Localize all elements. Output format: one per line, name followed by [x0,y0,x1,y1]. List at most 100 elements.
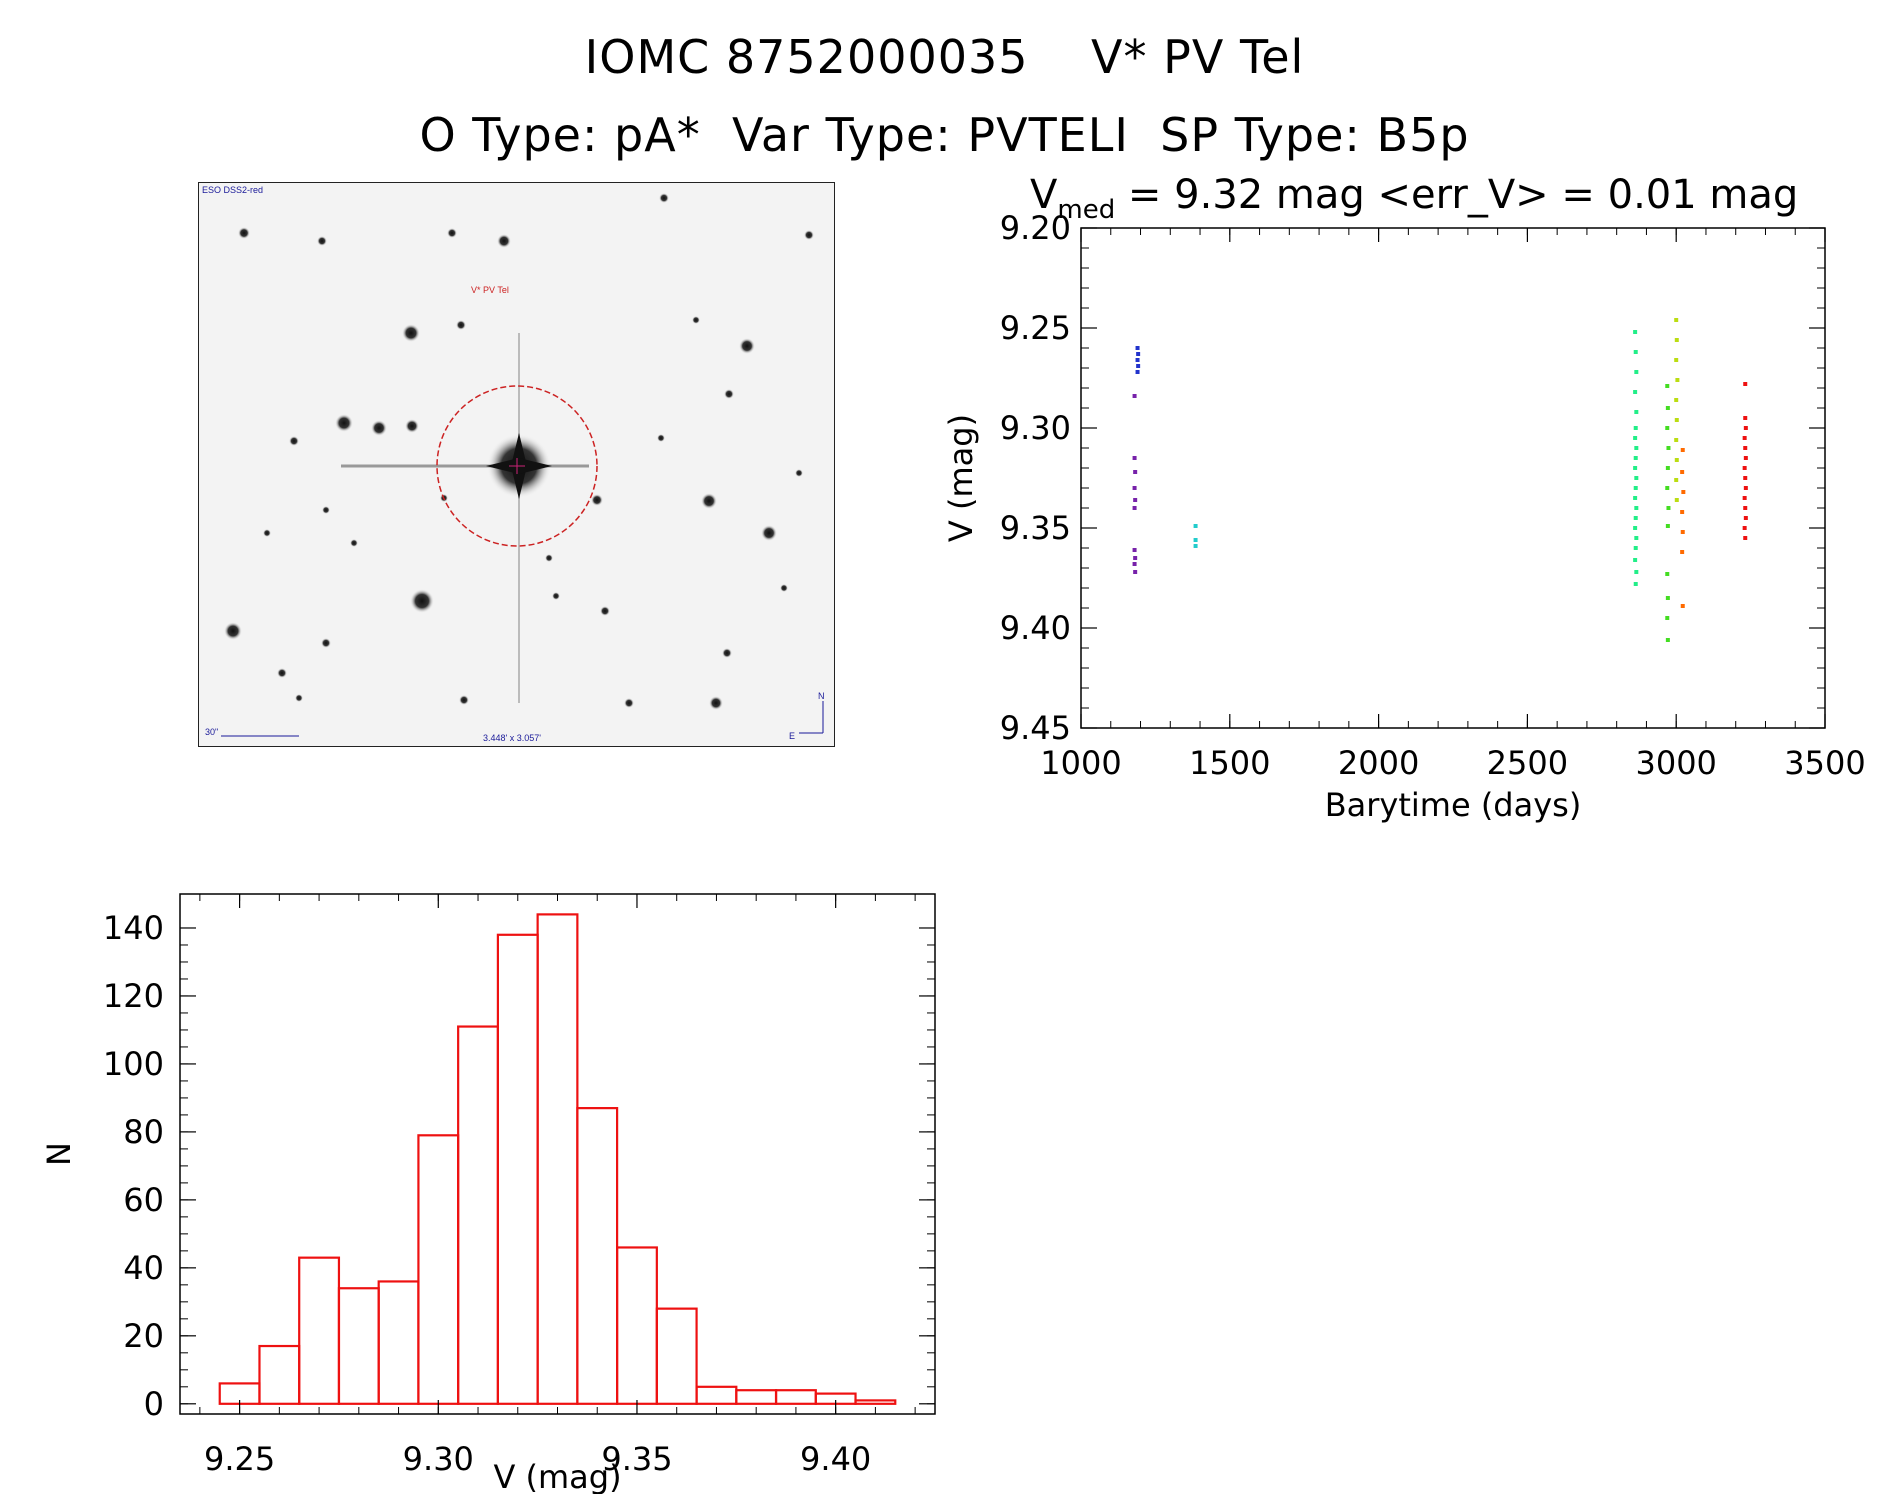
histogram-bar [337,1287,380,1405]
field-star [224,622,242,640]
data-point [1633,330,1638,334]
field-star [692,316,700,324]
x-tick-label: 1500 [1189,744,1270,782]
field-star [410,589,434,613]
histogram-bar [616,1246,658,1405]
data-point [1136,364,1141,368]
light-curve-title: Vmed = 9.32 mag <err_V> = 0.01 mag [1030,172,1798,225]
field-star [405,419,419,433]
data-point [1665,426,1670,430]
y-tick-label: 9.25 [1000,309,1071,347]
field-star [591,494,603,506]
data-point [1674,338,1679,342]
field-star [761,525,777,541]
field-star [659,193,669,203]
field-star [657,434,665,442]
target-star [341,333,589,703]
field-star [545,554,553,562]
hist-x-tick-label: 9.40 [800,1440,871,1478]
field-star [701,493,717,509]
data-point [1666,446,1671,450]
data-point [1135,358,1140,362]
data-point [1680,470,1685,474]
data-point [1193,538,1198,542]
field-star [724,389,734,399]
data-point [1135,346,1140,350]
data-point [1743,506,1748,510]
field-star [317,236,327,246]
data-point [1633,496,1638,500]
data-point [1674,418,1679,422]
field-star [447,228,457,238]
fov-label: 3.448' x 3.057' [483,733,541,743]
data-point [1674,458,1679,462]
field-star [459,695,469,705]
data-point [1133,570,1138,574]
field-star [321,638,331,648]
data-point [1675,378,1680,382]
data-point [1674,358,1679,362]
histogram-bar [258,1344,301,1405]
field-star [456,320,466,330]
data-point [1136,352,1141,356]
data-point [1633,390,1638,394]
data-point [1743,416,1748,420]
data-point [1665,572,1670,576]
data-point [1743,446,1748,450]
sky-image-panel: ESO DSS2-red V* PV Tel 30" 3.448' x 3.05… [198,182,835,747]
data-point [1633,486,1638,490]
histogram-bar [496,933,539,1405]
x-tick-label: 2500 [1487,744,1568,782]
data-point [1135,370,1140,374]
field-star [600,606,610,616]
data-point [1681,490,1686,494]
field-star [295,694,303,702]
field-star [722,648,732,658]
data-point [1633,350,1638,354]
hist-y-tick-label: 20 [123,1317,164,1355]
field-star [624,698,634,708]
field-star [277,668,287,678]
data-point [1634,570,1639,574]
scale-label: 30" [205,727,219,737]
data-point [1743,516,1748,520]
field-star [289,436,299,446]
hist-y-axis-label: N [40,1142,78,1166]
data-point [1743,486,1748,490]
field-star [497,234,511,248]
data-point [1633,466,1638,470]
data-point [1634,506,1639,510]
data-point [1742,496,1747,500]
data-point [1132,456,1137,460]
y-tick-label: 9.35 [1000,509,1071,547]
data-point [1193,544,1198,548]
survey-label: ESO DSS2-red [202,185,264,195]
histogram-bar [695,1385,738,1405]
data-point [1665,466,1670,470]
hist-x-axis-label: V (mag) [493,1458,621,1494]
data-point [1193,524,1198,528]
data-point [1665,616,1670,620]
histogram-bar [218,1382,261,1405]
field-star [322,506,330,514]
y-axis-label: V (mag) [942,414,980,542]
data-point [1132,562,1137,566]
field-stars [224,193,814,710]
y-tick-label: 9.30 [1000,409,1071,447]
target-circle [436,385,598,547]
histogram-bar [735,1389,778,1405]
data-point [1674,478,1679,482]
data-point [1743,426,1748,430]
data-point [1634,476,1639,480]
data-point [1665,524,1670,528]
field-star [780,584,788,592]
light-curve-frame [1080,227,1826,729]
data-point [1674,398,1679,402]
histogram-bar [417,1134,460,1405]
east-label: E [789,731,796,741]
data-point [1633,558,1638,562]
data-point [1742,526,1747,530]
field-star [709,696,723,710]
hist-y-tick-label: 120 [103,977,164,1015]
hist-y-tick-label: 100 [103,1045,164,1083]
